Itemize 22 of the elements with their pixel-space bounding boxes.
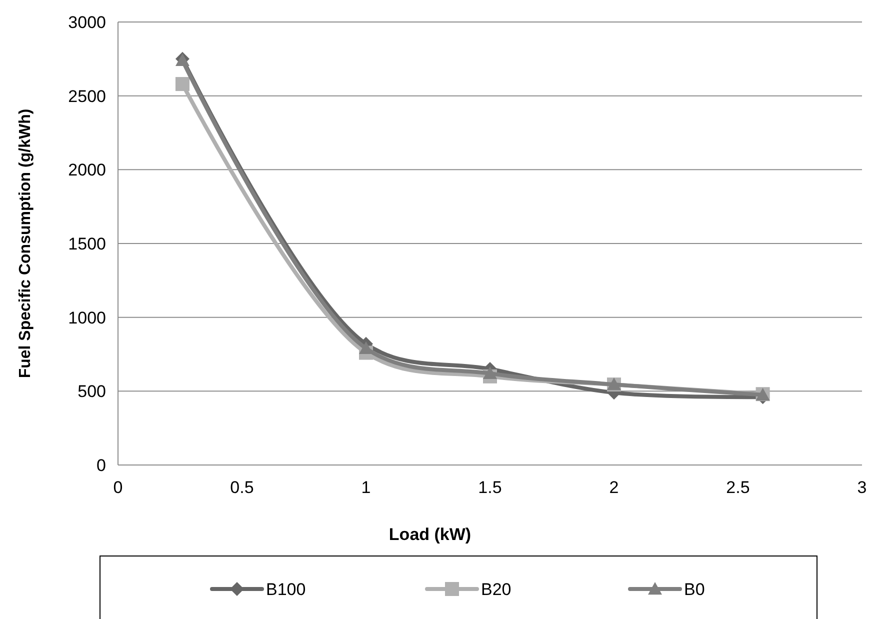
- point: [175, 77, 190, 92]
- x-tick-label: 1.5: [478, 478, 502, 497]
- y-tick-label: 2500: [68, 86, 106, 106]
- x-tick-label: 0.5: [230, 478, 254, 497]
- point: [359, 341, 373, 354]
- y-tick-label: 2000: [68, 160, 106, 180]
- x-tick-label: 2: [609, 478, 619, 497]
- x-tick-label: 3: [857, 478, 867, 497]
- legend-label: B20: [481, 580, 512, 599]
- y-tick-label: 0: [96, 456, 106, 475]
- y-tick-label: 3000: [68, 12, 106, 32]
- x-axis-title: Load (kW): [388, 525, 472, 544]
- x-tick-label: 2.5: [726, 478, 750, 497]
- y-tick-label: 1000: [68, 308, 106, 328]
- point: [483, 366, 497, 380]
- legend-label: B100: [266, 580, 306, 599]
- y-axis-title: Fuel Specific Consumption (g/kWh): [17, 108, 34, 378]
- x-tick-label: 1: [361, 478, 371, 497]
- y-tick-label: 500: [78, 382, 106, 402]
- y-tick-label: 1500: [68, 234, 106, 254]
- legend-label: B0: [684, 580, 705, 599]
- x-tick-label: 0: [113, 478, 123, 497]
